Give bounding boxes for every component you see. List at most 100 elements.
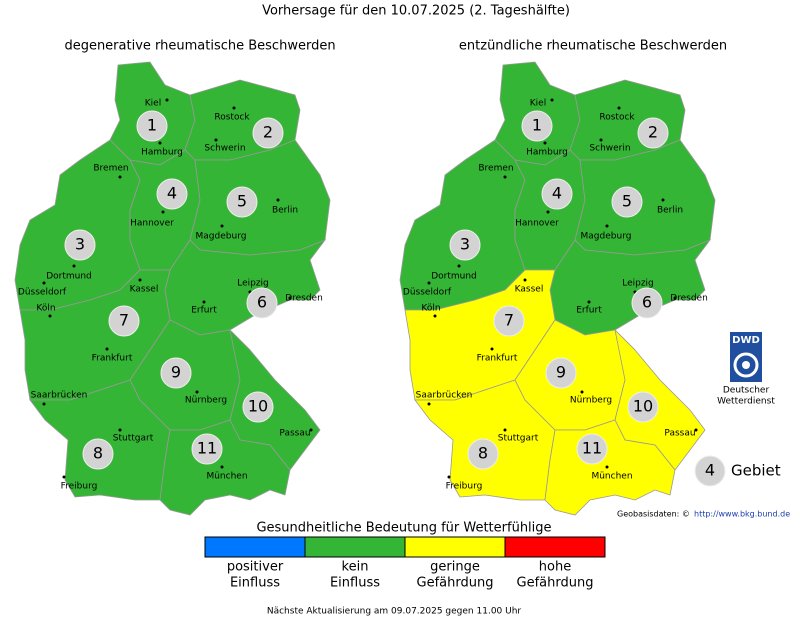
city-dot bbox=[433, 314, 437, 318]
region-marker bbox=[637, 117, 669, 149]
city-dot bbox=[232, 106, 236, 110]
city-dot bbox=[214, 138, 218, 142]
city-dot bbox=[457, 264, 461, 268]
map-title: degenerative rheumatische Beschwerden bbox=[64, 39, 335, 54]
region-number: 1 bbox=[147, 116, 157, 135]
source-link[interactable]: http://www.bkg.bund.de bbox=[694, 510, 790, 519]
city-label: Bremen bbox=[478, 164, 513, 174]
city-dot bbox=[550, 98, 554, 102]
legend-swatch bbox=[404, 536, 506, 558]
city-dot bbox=[490, 347, 494, 351]
logo-box bbox=[730, 332, 762, 382]
city-dot bbox=[158, 141, 162, 145]
city-dot bbox=[546, 210, 550, 214]
city-dot bbox=[580, 390, 584, 394]
logo-caption: Wetterdienst bbox=[717, 397, 775, 407]
city-label: Hamburg bbox=[141, 148, 183, 158]
legend-title: Gesundheitliche Bedeutung für Wetterfühl… bbox=[256, 521, 551, 536]
region-marker bbox=[156, 178, 188, 210]
city-label: Leipzig bbox=[237, 279, 269, 289]
city-dot bbox=[309, 428, 313, 432]
region-marker bbox=[160, 357, 192, 389]
region-marker bbox=[252, 117, 284, 149]
city-label: Saarbrücken bbox=[416, 391, 473, 401]
city-label: Dresden bbox=[670, 294, 708, 304]
germany-map: Kiel Rostock Hamburg Schwerin Bremen Hannover… bbox=[14, 61, 331, 516]
city-dot bbox=[661, 198, 665, 202]
city-label: Frankfurt bbox=[477, 354, 518, 364]
city-label: Freiburg bbox=[446, 482, 483, 492]
key-number: 4 bbox=[705, 461, 715, 480]
city-label: Frankfurt bbox=[92, 354, 133, 364]
logo-swirl bbox=[733, 352, 759, 378]
city-label: Hamburg bbox=[526, 148, 568, 158]
city-label: Düsseldorf bbox=[18, 288, 67, 298]
region-number: 11 bbox=[582, 439, 602, 458]
city-label: Hannover bbox=[130, 219, 174, 229]
city-dot bbox=[105, 347, 109, 351]
page-title: Vorhersage für den 10.07.2025 (2. Tagesh… bbox=[262, 4, 570, 19]
city-dot bbox=[503, 428, 507, 432]
city-dot bbox=[543, 141, 547, 145]
city-dot bbox=[427, 402, 431, 406]
city-label: Rostock bbox=[214, 113, 250, 123]
legend-label: Gefährdung bbox=[517, 576, 594, 591]
logo-caption: Deutscher bbox=[723, 386, 770, 396]
region-marker bbox=[545, 357, 577, 389]
legend-swatch bbox=[504, 536, 606, 558]
logo-text: DWD bbox=[732, 335, 760, 346]
city-dot bbox=[72, 264, 76, 268]
region-marker bbox=[611, 186, 643, 218]
footer: Nächste Aktualisierung am 09.07.2025 geg… bbox=[267, 607, 522, 617]
region-number: 10 bbox=[248, 397, 268, 416]
region-number: 8 bbox=[478, 444, 488, 463]
city-dot bbox=[220, 465, 224, 469]
region-number: 3 bbox=[75, 235, 85, 254]
region-marker bbox=[541, 178, 573, 210]
city-dot bbox=[42, 402, 46, 406]
legend-label: Einfluss bbox=[230, 576, 280, 591]
city-label: Schwerin bbox=[204, 144, 245, 154]
city-label: Erfurt bbox=[576, 306, 602, 316]
city-dot bbox=[605, 465, 609, 469]
city-dot bbox=[673, 296, 677, 300]
legend-swatch bbox=[204, 536, 306, 558]
legend-label: Gefährdung bbox=[417, 576, 494, 591]
region-number: 4 bbox=[167, 184, 177, 203]
legend-swatch bbox=[304, 536, 406, 558]
germany-map: Kiel Rostock Hamburg Schwerin Bremen Hannover… bbox=[399, 61, 716, 516]
city-dot bbox=[161, 210, 165, 214]
city-dot bbox=[617, 106, 621, 110]
region-marker bbox=[108, 305, 140, 337]
region-number: 7 bbox=[119, 311, 129, 330]
city-label: Kiel bbox=[530, 99, 546, 109]
city-dot bbox=[165, 98, 169, 102]
region-number: 3 bbox=[460, 235, 470, 254]
region bbox=[614, 328, 706, 471]
region-marker bbox=[627, 391, 659, 423]
city-dot bbox=[503, 175, 507, 179]
city-dot bbox=[138, 278, 142, 282]
city-dot bbox=[276, 198, 280, 202]
legend-label: kein bbox=[342, 560, 369, 575]
legend-label: geringe bbox=[430, 560, 480, 575]
city-dot bbox=[427, 281, 431, 285]
city-label: München bbox=[206, 472, 247, 482]
city-dot bbox=[587, 300, 591, 304]
region-number: 4 bbox=[552, 184, 562, 203]
city-label: Freiburg bbox=[61, 482, 98, 492]
region-number: 2 bbox=[648, 123, 658, 142]
city-label: Berlin bbox=[272, 206, 298, 216]
key-circle bbox=[694, 455, 726, 487]
city-label: Berlin bbox=[657, 206, 683, 216]
region-number: 9 bbox=[556, 363, 566, 382]
city-label: Nürnberg bbox=[185, 396, 227, 406]
region-marker bbox=[576, 433, 608, 465]
region-marker bbox=[631, 287, 663, 319]
city-label: Passau bbox=[664, 429, 695, 439]
city-dot bbox=[118, 175, 122, 179]
region bbox=[229, 328, 321, 471]
city-label: Rostock bbox=[599, 113, 635, 123]
city-dot bbox=[523, 278, 527, 282]
